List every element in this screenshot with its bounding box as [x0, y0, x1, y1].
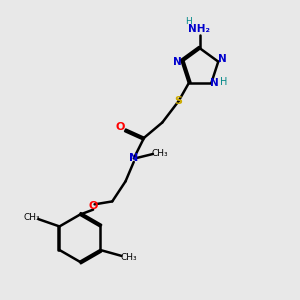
Text: H: H: [220, 76, 227, 87]
Text: N: N: [129, 153, 138, 164]
Text: S: S: [175, 96, 182, 106]
Text: N: N: [210, 78, 219, 88]
Text: NH₂: NH₂: [188, 24, 210, 34]
Text: N: N: [173, 57, 182, 67]
Text: N: N: [218, 54, 226, 64]
Text: CH₃: CH₃: [151, 149, 168, 158]
Text: H: H: [185, 16, 192, 26]
Text: CH₃: CH₃: [23, 213, 40, 222]
Text: CH₃: CH₃: [121, 253, 137, 262]
Text: O: O: [116, 122, 125, 132]
Text: O: O: [88, 201, 98, 211]
